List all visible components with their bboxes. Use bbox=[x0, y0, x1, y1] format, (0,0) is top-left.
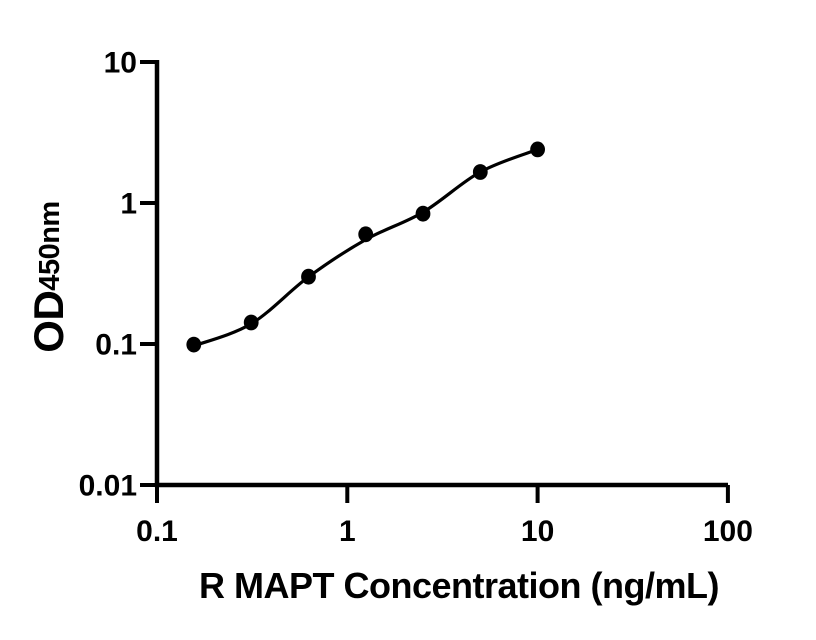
data-point-marker bbox=[415, 205, 431, 222]
data-point-marker bbox=[186, 336, 202, 353]
y-axis-tick-label: 0.01 bbox=[79, 470, 137, 503]
data-point-marker bbox=[243, 314, 259, 331]
y-axis-tick-label: 1 bbox=[120, 188, 137, 221]
x-axis-tick-label: 0.1 bbox=[136, 515, 178, 548]
y-axis-tick-label: 10 bbox=[104, 47, 137, 80]
plot-area: 0.01 0.1 1 10 0.1 1 10 100 bbox=[79, 47, 753, 549]
x-axis-tick-label: 100 bbox=[703, 515, 753, 548]
y-axis-title-subscript: 450nm bbox=[34, 201, 66, 290]
y-axis-title: OD450nm bbox=[25, 201, 72, 352]
axis-frame bbox=[154, 60, 728, 488]
x-axis-tick-label: 10 bbox=[521, 515, 554, 548]
x-axis-title: R MAPT Concentration (ng/mL) bbox=[199, 565, 719, 606]
x-axis-tick-label: 1 bbox=[339, 515, 356, 548]
y-axis-title-main: OD bbox=[25, 291, 72, 353]
data-point-marker bbox=[530, 141, 545, 158]
y-axis-tick-label: 0.1 bbox=[95, 329, 137, 362]
data-point-marker bbox=[358, 226, 374, 243]
data-point-marker bbox=[472, 164, 488, 180]
fit-curve bbox=[193, 147, 539, 348]
data-point-marker bbox=[301, 268, 316, 285]
